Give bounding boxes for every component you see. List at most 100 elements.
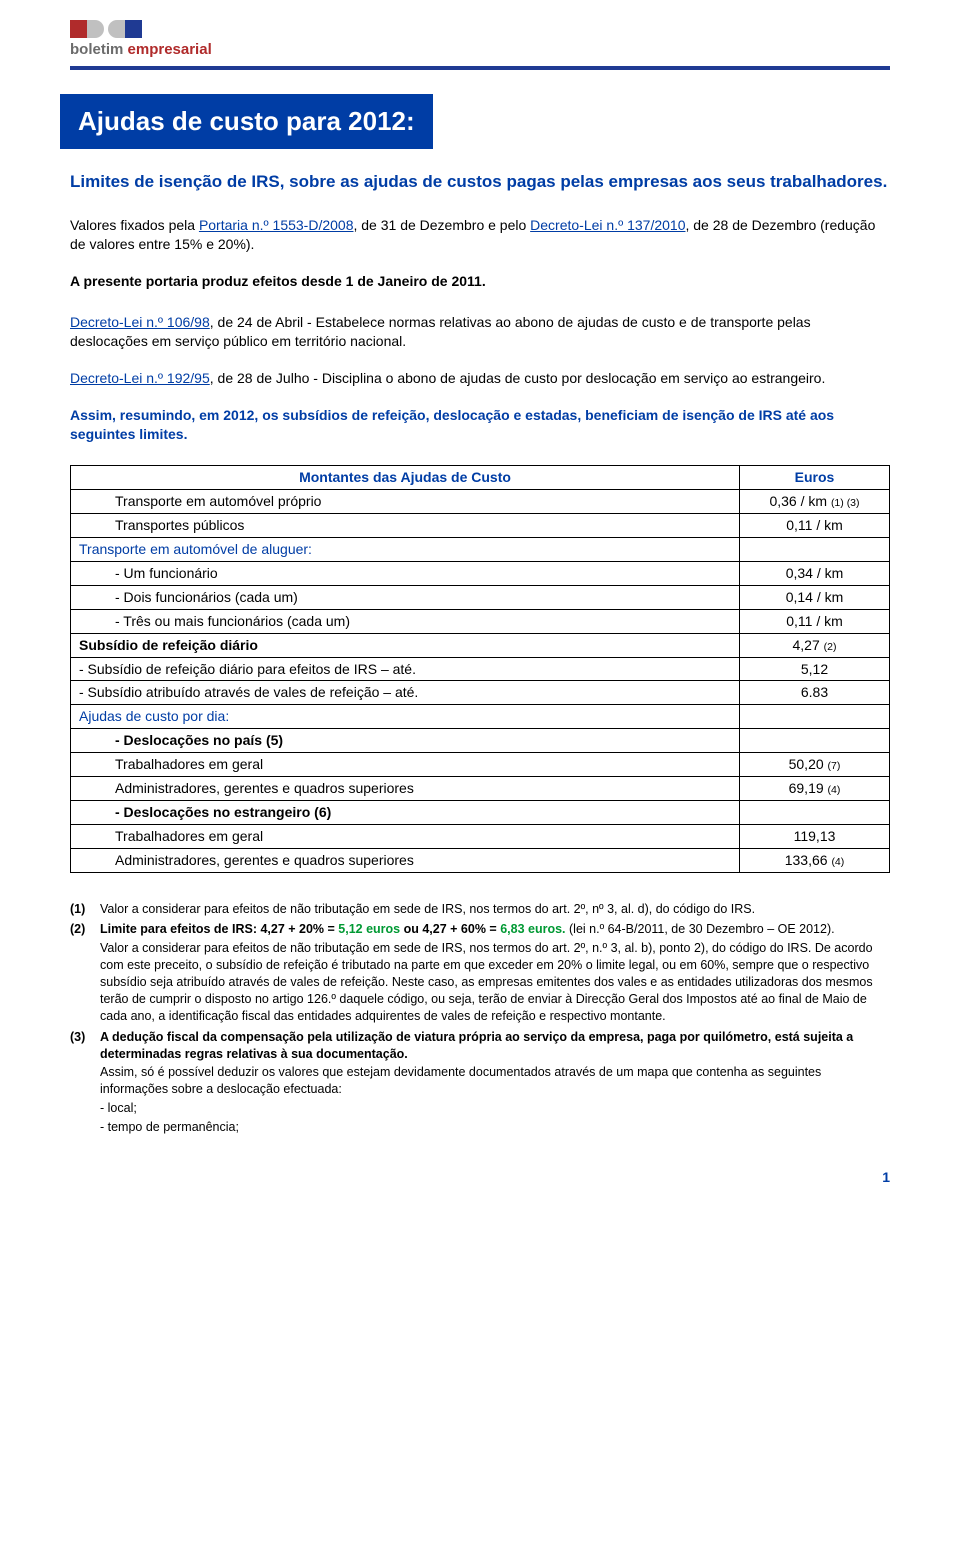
cell-value: [740, 729, 890, 753]
cell-value: 0,11 / km: [740, 514, 890, 538]
paragraph-dl-106-98: Decreto-Lei n.º 106/98, de 24 de Abril -…: [70, 313, 890, 351]
cell-value: [740, 538, 890, 562]
table-row: Administradores, gerentes e quadros supe…: [71, 848, 890, 872]
cell-value: 4,27 (2): [740, 633, 890, 657]
table-row: Transporte em automóvel de aluguer:: [71, 538, 890, 562]
cell-value: 0,36 / km (1) (3): [740, 490, 890, 514]
table-row: - Deslocações no país (5): [71, 729, 890, 753]
cell-label: Subsídio de refeição diário: [71, 633, 740, 657]
footnote-text: Assim, só é possível deduzir os valores …: [100, 1064, 890, 1098]
table-row: - Três ou mais funcionários (cada um)0,1…: [71, 609, 890, 633]
brand-logo-icon: [70, 20, 890, 38]
cell-note: (7): [828, 760, 841, 772]
cell-value: [740, 800, 890, 824]
table-row: - Um funcionário0,34 / km: [71, 561, 890, 585]
table-row: Trabalhadores em geral50,20 (7): [71, 753, 890, 777]
text-frag-green: 5,12 euros: [338, 922, 400, 936]
footnote-text: Valor a considerar para efeitos de não t…: [100, 940, 890, 1024]
cell-label: Administradores, gerentes e quadros supe…: [71, 776, 740, 800]
text-frag: Limite para efeitos de IRS: 4,27 + 20% =: [100, 922, 338, 936]
cell-note: (1) (3): [831, 497, 860, 509]
paragraph-portaria: Valores fixados pela Portaria n.º 1553-D…: [70, 216, 890, 254]
text-frag: ou 4,27 + 60% =: [400, 922, 500, 936]
logo-shape-blue: [108, 20, 142, 38]
text-frag: (lei n.º 64-B/2011, de 30 Dezembro – OE …: [566, 922, 835, 936]
th-euros: Euros: [740, 466, 890, 490]
footnote-list-item: - tempo de permanência;: [100, 1119, 890, 1136]
footnotes-block: (1) Valor a considerar para efeitos de n…: [70, 901, 890, 1138]
text-frag-green: 6,83 euros.: [500, 922, 565, 936]
cell-label: Transporte em automóvel próprio: [71, 490, 740, 514]
cell-label: Ajudas de custo por dia:: [71, 705, 740, 729]
paragraph-efeitos: A presente portaria produz efeitos desde…: [70, 272, 890, 291]
footnote-text: Limite para efeitos de IRS: 4,27 + 20% =…: [100, 921, 890, 938]
cell-note: (2): [824, 641, 837, 653]
cell-label: Transporte em automóvel de aluguer:: [71, 538, 740, 562]
header-rule: [70, 66, 890, 70]
footnote-body: Valor a considerar para efeitos de não t…: [100, 901, 890, 920]
brand-word1: boletim: [70, 41, 123, 58]
table-row: - Subsídio de refeição diário para efeit…: [71, 657, 890, 681]
brand-text: boletim empresarial: [70, 40, 890, 60]
table-row: Subsídio de refeição diário4,27 (2): [71, 633, 890, 657]
footnote-1: (1) Valor a considerar para efeitos de n…: [70, 901, 890, 920]
cell-value: 119,13: [740, 824, 890, 848]
cell-value: 133,66 (4): [740, 848, 890, 872]
table-row: Ajudas de custo por dia:: [71, 705, 890, 729]
text-frag: , de 31 de Dezembro e pelo: [353, 217, 530, 233]
footnote-list-item: - local;: [100, 1100, 890, 1117]
footnote-text: A dedução fiscal da compensação pela uti…: [100, 1029, 890, 1063]
cell-label: - Um funcionário: [71, 561, 740, 585]
cell-note: (4): [831, 856, 844, 868]
summary-paragraph: Assim, resumindo, em 2012, os subsídios …: [70, 406, 890, 444]
cell-label: Trabalhadores em geral: [71, 824, 740, 848]
table-row: Transportes públicos0,11 / km: [71, 514, 890, 538]
cell-label: - Deslocações no estrangeiro (6): [71, 800, 740, 824]
link-portaria-1553d[interactable]: Portaria n.º 1553-D/2008: [199, 217, 354, 233]
footnote-text: Valor a considerar para efeitos de não t…: [100, 901, 890, 918]
brand-block: boletim empresarial: [70, 20, 890, 60]
cell-label: Administradores, gerentes e quadros supe…: [71, 848, 740, 872]
footnote-num: (1): [70, 901, 100, 920]
link-dl-192-95[interactable]: Decreto-Lei n.º 192/95: [70, 370, 210, 386]
cell-label: Trabalhadores em geral: [71, 753, 740, 777]
cell-value: 50,20 (7): [740, 753, 890, 777]
cell-value: 69,19 (4): [740, 776, 890, 800]
cell-label: Transportes públicos: [71, 514, 740, 538]
table-row: Administradores, gerentes e quadros supe…: [71, 776, 890, 800]
footnote-num: (2): [70, 921, 100, 1026]
cell-note: (4): [828, 784, 841, 796]
page-title-banner: Ajudas de custo para 2012:: [60, 94, 433, 149]
cell-value: 5,12: [740, 657, 890, 681]
costs-table: Montantes das Ajudas de Custo Euros Tran…: [70, 465, 890, 872]
cell-value: [740, 705, 890, 729]
table-row: - Dois funcionários (cada um)0,14 / km: [71, 585, 890, 609]
cell-label: - Deslocações no país (5): [71, 729, 740, 753]
link-dl-137-2010[interactable]: Decreto-Lei n.º 137/2010: [530, 217, 685, 233]
page-number: 1: [70, 1168, 890, 1187]
paragraph-dl-192-95: Decreto-Lei n.º 192/95, de 28 de Julho -…: [70, 369, 890, 388]
footnote-num: (3): [70, 1029, 100, 1138]
brand-word2: empresarial: [128, 41, 212, 58]
text-frag: , de 28 de Julho - Disciplina o abono de…: [210, 370, 826, 386]
cell-value: 0,11 / km: [740, 609, 890, 633]
footnote-body: Limite para efeitos de IRS: 4,27 + 20% =…: [100, 921, 890, 1026]
table-row: Trabalhadores em geral119,13: [71, 824, 890, 848]
table-row: - Subsídio atribuído através de vales de…: [71, 681, 890, 705]
cell-label: - Três ou mais funcionários (cada um): [71, 609, 740, 633]
cell-label: - Subsídio atribuído através de vales de…: [71, 681, 740, 705]
table-row: Transporte em automóvel próprio0,36 / km…: [71, 490, 890, 514]
footnote-body: A dedução fiscal da compensação pela uti…: [100, 1029, 890, 1138]
cell-value: 6.83: [740, 681, 890, 705]
cell-value: 0,14 / km: [740, 585, 890, 609]
link-dl-106-98[interactable]: Decreto-Lei n.º 106/98: [70, 314, 210, 330]
logo-shape-red: [70, 20, 104, 38]
cell-value: 0,34 / km: [740, 561, 890, 585]
table-row: - Deslocações no estrangeiro (6): [71, 800, 890, 824]
page-subtitle: Limites de isenção de IRS, sobre as ajud…: [70, 171, 890, 194]
table-header-row: Montantes das Ajudas de Custo Euros: [71, 466, 890, 490]
cell-label: - Dois funcionários (cada um): [71, 585, 740, 609]
footnote-2: (2) Limite para efeitos de IRS: 4,27 + 2…: [70, 921, 890, 1026]
th-montantes: Montantes das Ajudas de Custo: [71, 466, 740, 490]
text-frag: Valores fixados pela: [70, 217, 199, 233]
